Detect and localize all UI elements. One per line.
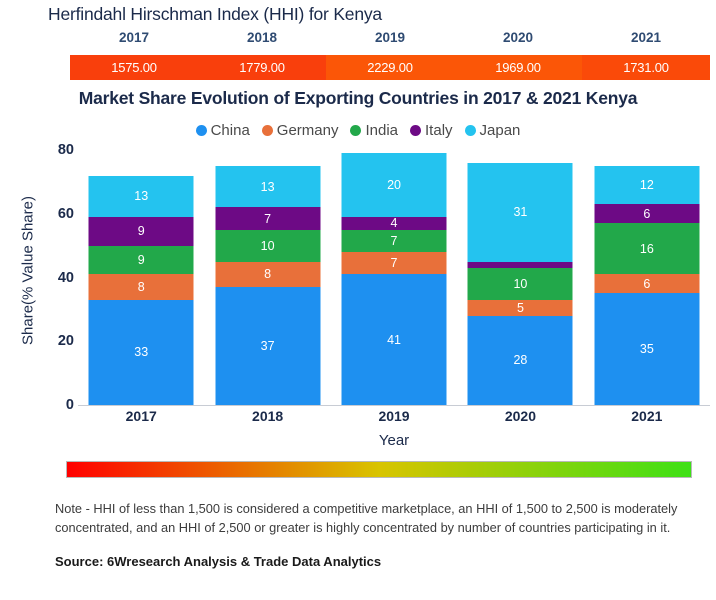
bar-segment-germany-2017[interactable]: 8 xyxy=(88,274,194,300)
bar-segment-italy-2021[interactable]: 6 xyxy=(594,204,700,224)
bar-segment-japan-2019[interactable]: 20 xyxy=(341,153,447,217)
chart-title: Market Share Evolution of Exporting Coun… xyxy=(78,88,638,108)
hhi-value-2020: 1969.00 xyxy=(454,55,582,80)
bar-stack-2020: 28 5 10 31 xyxy=(467,162,573,405)
y-tick-80: 80 xyxy=(57,142,74,158)
stacked-bar-group: 33 8 9 9 13 37 8 10 7 13 41 7 7 4 20 28 5 10 31 35 6 16 6 12 xyxy=(78,150,710,405)
bar-segment-china-2017[interactable]: 33 xyxy=(88,299,194,405)
x-tick-2018: 2018 xyxy=(252,408,284,424)
chart-plot-area: Share(% Value Share) 0 20 40 60 80 33 8 9 9 13 37… xyxy=(0,142,716,450)
bar-segment-italy-2020[interactable] xyxy=(467,261,573,268)
note-text: Note - HHI of less than 1,500 is conside… xyxy=(55,501,678,535)
y-tick-20: 20 xyxy=(57,333,74,350)
bar-stack-2019: 41 7 7 4 20 xyxy=(341,153,447,405)
bar-segment-china-2018[interactable]: 37 xyxy=(215,287,321,405)
bar-segment-germany-2018[interactable]: 8 xyxy=(215,261,321,288)
legend-marker-germany-icon xyxy=(261,125,273,136)
hhi-year-2021: 2021 xyxy=(630,30,662,45)
legend-item-japan[interactable]: Japan xyxy=(464,122,521,139)
legend-label: Italy xyxy=(425,122,453,139)
bar-segment-china-2019[interactable]: 41 xyxy=(341,274,447,405)
x-tick-2020: 2020 xyxy=(504,408,536,424)
hhi-title: Herfindahl Hirschman Index (HHI) for Ken… xyxy=(48,4,382,24)
bar-segment-japan-2021[interactable]: 12 xyxy=(594,165,700,205)
x-axis-label: Year xyxy=(378,432,410,449)
bar-column-2020: 28 5 10 31 xyxy=(457,150,583,405)
bar-segment-india-2018[interactable]: 10 xyxy=(215,229,321,262)
legend-marker-china-icon xyxy=(195,125,207,136)
bar-column-2018: 37 8 10 7 13 xyxy=(204,150,330,405)
y-axis-ticks: 0 20 40 60 80 xyxy=(30,142,74,413)
source-text: Source: 6Wresearch Analysis & Trade Data… xyxy=(55,554,382,569)
hhi-year-2018: 2018 xyxy=(246,30,278,45)
y-tick-40: 40 xyxy=(57,269,74,286)
hhi-value-bar: 1575.00 1779.00 2229.00 1969.00 1731.00 xyxy=(70,55,710,80)
bar-segment-italy-2017[interactable]: 9 xyxy=(88,216,194,246)
legend-marker-india-icon xyxy=(350,125,362,136)
bar-segment-japan-2017[interactable]: 13 xyxy=(88,175,194,217)
bar-segment-japan-2018[interactable]: 13 xyxy=(215,165,321,208)
x-tick-2019: 2019 xyxy=(378,408,410,424)
bar-segment-china-2021[interactable]: 35 xyxy=(594,293,700,405)
chart-legend: China Germany India Italy Japan xyxy=(0,122,716,139)
y-tick-60: 60 xyxy=(57,205,74,222)
bar-column-2019: 41 7 7 4 20 xyxy=(331,150,457,405)
bar-segment-germany-2021[interactable]: 6 xyxy=(594,274,700,294)
bar-segment-india-2021[interactable]: 16 xyxy=(594,223,700,275)
legend-item-china[interactable]: China xyxy=(195,122,250,139)
hhi-year-header-row: 2017 2018 2019 2020 2021 xyxy=(70,30,710,45)
x-axis-ticks: 2017 2018 2019 2020 2021 xyxy=(78,408,710,424)
hhi-value-2021: 1731.00 xyxy=(582,55,710,80)
x-axis-line xyxy=(78,405,710,406)
bar-segment-india-2017[interactable]: 9 xyxy=(88,245,194,275)
legend-marker-italy-icon xyxy=(410,125,422,136)
bar-stack-2021: 35 6 16 6 12 xyxy=(594,165,700,405)
legend-marker-japan-icon xyxy=(464,125,476,136)
legend-label: Germany xyxy=(276,122,339,139)
bar-column-2017: 33 8 9 9 13 xyxy=(78,150,204,405)
x-tick-2021: 2021 xyxy=(631,408,663,424)
legend-label: Japan xyxy=(479,122,521,139)
x-tick-2017: 2017 xyxy=(125,408,157,424)
hhi-value-2019: 2229.00 xyxy=(326,55,454,80)
bar-segment-italy-2018[interactable]: 7 xyxy=(215,207,321,230)
bar-segment-india-2020[interactable]: 10 xyxy=(467,267,573,300)
hhi-year-2017: 2017 xyxy=(118,30,150,45)
legend-item-germany[interactable]: Germany xyxy=(261,122,339,139)
bar-segment-germany-2019[interactable]: 7 xyxy=(341,252,447,275)
y-tick-0: 0 xyxy=(65,397,74,413)
bar-segment-china-2020[interactable]: 28 xyxy=(467,315,573,405)
bar-segment-italy-2019[interactable]: 4 xyxy=(341,216,447,230)
bar-segment-germany-2020[interactable]: 5 xyxy=(467,299,573,316)
hhi-value-2018: 1779.00 xyxy=(198,55,326,80)
bar-stack-2018: 37 8 10 7 13 xyxy=(215,165,321,405)
legend-label: China xyxy=(210,122,250,139)
bar-stack-2017: 33 8 9 9 13 xyxy=(88,175,194,405)
legend-item-india[interactable]: India xyxy=(350,122,398,139)
hhi-value-2017: 1575.00 xyxy=(70,55,198,80)
hhi-year-2019: 2019 xyxy=(374,30,406,45)
hhi-year-2020: 2020 xyxy=(502,30,534,45)
legend-label: India xyxy=(365,122,399,139)
bar-column-2021: 35 6 16 6 12 xyxy=(584,150,710,405)
bar-segment-india-2019[interactable]: 7 xyxy=(341,229,447,252)
legend-item-italy[interactable]: Italy xyxy=(410,122,453,139)
bar-segment-japan-2020[interactable]: 31 xyxy=(467,162,573,262)
hhi-gradient-scale xyxy=(66,461,692,478)
